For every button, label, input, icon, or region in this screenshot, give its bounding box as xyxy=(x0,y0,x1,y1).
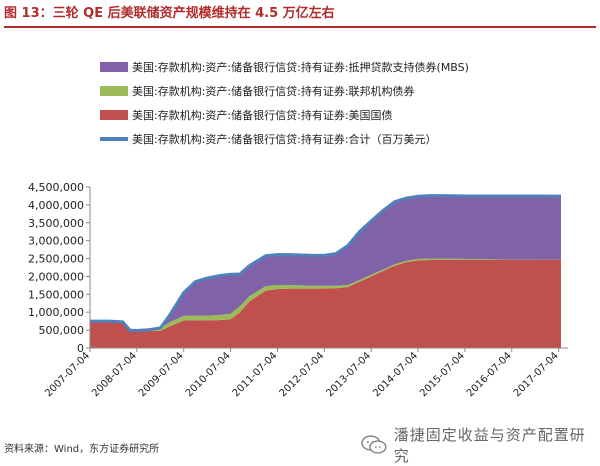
y-tick-label: 1,000,000 xyxy=(28,306,84,319)
chart-legend: 美国:存款机构:资产:储备银行信贷:持有证券:抵押贷款支持债券(MBS) 美国:… xyxy=(100,56,469,152)
legend-label-mbs: 美国:存款机构:资产:储备银行信贷:持有证券:抵押贷款支持债券(MBS) xyxy=(132,61,469,74)
legend-label-agency: 美国:存款机构:资产:储备银行信贷:持有证券:联邦机构债券 xyxy=(132,85,415,98)
legend-swatch-agency xyxy=(100,86,128,96)
y-tick-label: 500,000 xyxy=(39,324,85,337)
watermark: 潘捷固定收益与资产配置研究 xyxy=(360,424,600,466)
legend-label-treasury: 美国:存款机构:资产:储备银行信贷:持有证券:美国国债 xyxy=(132,109,393,122)
legend-swatch-total xyxy=(100,137,128,141)
x-tick-label: 2010-07-04 xyxy=(184,350,233,399)
x-tick-label: 2007-07-04 xyxy=(43,350,92,399)
legend-item-total: 美国:存款机构:资产:储备银行信贷:持有证券:合计（百万美元） xyxy=(100,128,469,150)
x-tick-label: 2011-07-04 xyxy=(231,350,280,399)
y-tick-label: 0 xyxy=(77,342,84,355)
figure-title-bar: 图 13：三轮 QE 后美联储资产规模维持在 4.5 万亿左右 xyxy=(4,2,596,28)
legend-swatch-treasury xyxy=(100,110,128,120)
x-tick-label: 2008-07-04 xyxy=(90,350,139,399)
area-treasury xyxy=(90,259,561,348)
x-tick-label: 2016-07-04 xyxy=(465,350,514,399)
y-tick-label: 3,500,000 xyxy=(28,217,84,230)
watermark-text: 潘捷固定收益与资产配置研究 xyxy=(393,426,586,465)
y-tick-label: 3,000,000 xyxy=(28,235,84,248)
x-tick-label: 2012-07-04 xyxy=(278,350,327,399)
source-note: 资料来源：Wind，东方证券研究所 xyxy=(4,444,160,455)
figure-title: 图 13：三轮 QE 后美联储资产规模维持在 4.5 万亿左右 xyxy=(4,6,335,21)
y-tick-label: 4,500,000 xyxy=(28,181,84,194)
legend-item-agency: 美国:存款机构:资产:储备银行信贷:持有证券:联邦机构债券 xyxy=(100,80,469,102)
y-tick-label: 4,000,000 xyxy=(28,199,84,212)
legend-label-total: 美国:存款机构:资产:储备银行信贷:持有证券:合计（百万美元） xyxy=(132,133,437,146)
legend-item-mbs: 美国:存款机构:资产:储备银行信贷:持有证券:抵押贷款支持债券(MBS) xyxy=(100,56,469,78)
legend-swatch-mbs xyxy=(100,62,128,72)
wechat-icon xyxy=(361,435,387,454)
x-tick-label: 2017-07-04 xyxy=(512,350,561,399)
line-total xyxy=(90,194,561,332)
y-tick-label: 2,000,000 xyxy=(28,270,84,283)
x-tick-label: 2015-07-04 xyxy=(418,350,467,399)
x-tick-label: 2014-07-04 xyxy=(371,350,420,399)
x-tick-label: 2013-07-04 xyxy=(324,350,373,399)
legend-item-treasury: 美国:存款机构:资产:储备银行信贷:持有证券:美国国债 xyxy=(100,104,469,126)
area-mbs xyxy=(90,195,561,331)
y-tick-label: 1,500,000 xyxy=(28,288,84,301)
x-tick-label: 2009-07-04 xyxy=(137,350,186,399)
y-tick-label: 2,500,000 xyxy=(28,253,84,266)
